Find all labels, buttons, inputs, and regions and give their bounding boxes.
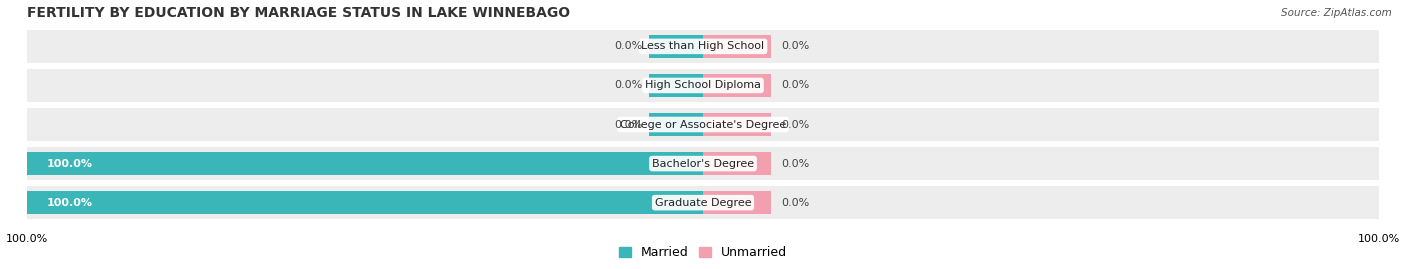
Bar	[703, 113, 770, 136]
Bar	[27, 30, 1379, 63]
Bar	[27, 69, 1379, 102]
Text: Bachelor's Degree: Bachelor's Degree	[652, 158, 754, 169]
Text: 100.0%: 100.0%	[46, 158, 93, 169]
Bar	[650, 74, 703, 97]
Bar	[27, 152, 703, 175]
Text: 0.0%: 0.0%	[780, 80, 808, 90]
Bar	[27, 191, 703, 214]
Text: 0.0%: 0.0%	[780, 119, 808, 129]
Text: 0.0%: 0.0%	[780, 41, 808, 51]
Text: Less than High School: Less than High School	[641, 41, 765, 51]
Bar	[27, 186, 1379, 219]
Bar	[703, 152, 770, 175]
Bar	[703, 35, 770, 58]
Legend: Married, Unmarried: Married, Unmarried	[616, 244, 790, 262]
Text: 0.0%: 0.0%	[780, 158, 808, 169]
Text: High School Diploma: High School Diploma	[645, 80, 761, 90]
Text: Graduate Degree: Graduate Degree	[655, 198, 751, 208]
Text: College or Associate's Degree: College or Associate's Degree	[620, 119, 786, 129]
Bar	[703, 191, 770, 214]
Bar	[650, 35, 703, 58]
Text: 100.0%: 100.0%	[46, 198, 93, 208]
Text: 0.0%: 0.0%	[614, 80, 643, 90]
Text: 0.0%: 0.0%	[614, 119, 643, 129]
Text: 0.0%: 0.0%	[780, 198, 808, 208]
Bar	[27, 147, 1379, 180]
Text: 0.0%: 0.0%	[614, 41, 643, 51]
Text: Source: ZipAtlas.com: Source: ZipAtlas.com	[1281, 8, 1392, 18]
Bar	[703, 74, 770, 97]
Bar	[27, 108, 1379, 141]
Text: FERTILITY BY EDUCATION BY MARRIAGE STATUS IN LAKE WINNEBAGO: FERTILITY BY EDUCATION BY MARRIAGE STATU…	[27, 6, 569, 20]
Bar	[650, 113, 703, 136]
